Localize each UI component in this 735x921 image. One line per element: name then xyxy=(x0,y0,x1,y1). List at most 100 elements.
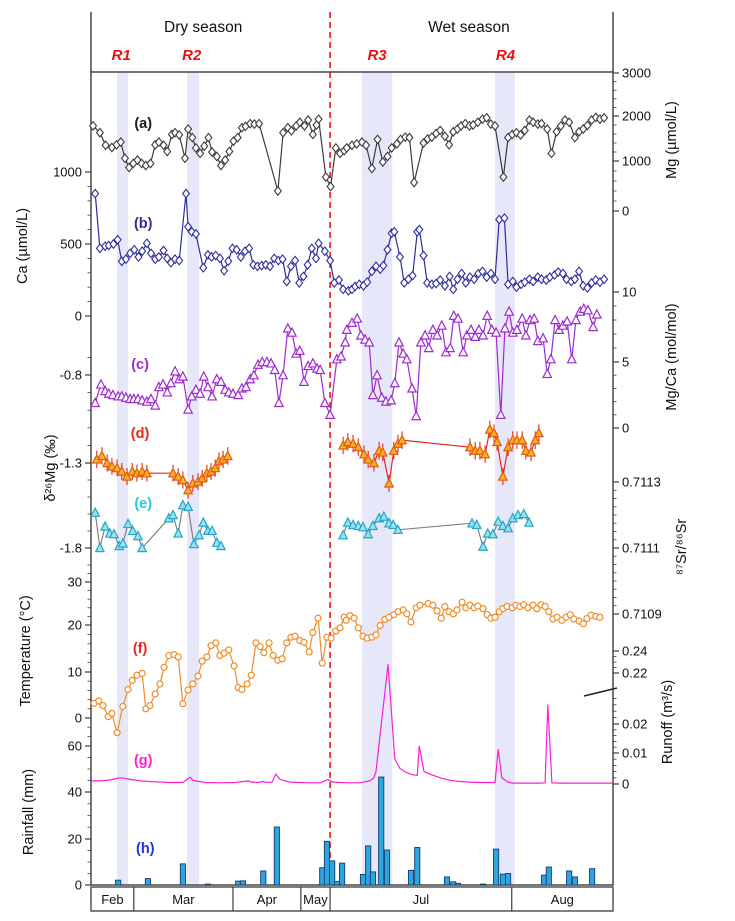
axis-title-sr: ⁸⁷Sr/⁸⁶Sr xyxy=(674,519,690,576)
rain-bar xyxy=(454,882,462,886)
tick-label-mg-3000: 3000 xyxy=(622,66,651,81)
series-c-MgCa xyxy=(89,302,602,421)
tick-label-ca-500: 500 xyxy=(60,237,82,252)
rain-bar xyxy=(359,873,367,886)
rain-bar xyxy=(204,883,211,886)
event-label-R3: R3 xyxy=(367,47,387,64)
tick-label-rain-0: 0 xyxy=(75,878,82,893)
tick-label-mgca-0: 0 xyxy=(622,421,629,436)
tick-label-d26--1.3: -1.3 xyxy=(60,456,82,471)
rain-bar xyxy=(333,881,340,886)
rain-bar xyxy=(323,840,330,886)
series-h-Rainfall xyxy=(115,776,596,886)
tick-label-d26--1.8: -1.8 xyxy=(60,541,82,556)
rain-bar xyxy=(383,849,391,886)
tick-label-mgca-10: 10 xyxy=(622,285,636,300)
axis-runoff: 0.24 0.22 0.02 0.01 0 Runoff (m³/s) xyxy=(583,644,676,792)
tick-label-temp-10: 10 xyxy=(68,665,82,680)
tick-label-runoff-0: 0 xyxy=(622,777,629,792)
event-label-R1: R1 xyxy=(112,47,131,64)
rain-bar xyxy=(369,871,376,886)
rain-bar xyxy=(479,883,487,886)
plot-frame xyxy=(90,71,614,886)
month-label-Aug: Aug xyxy=(551,892,574,907)
tick-label-rain-60: 60 xyxy=(68,739,82,754)
season-label-wet: Wet season xyxy=(428,19,510,36)
axis-temp: 30 20 10 0 Temperature (°C) xyxy=(18,573,91,737)
axis-ca: 1000 500 0 Ca (µmol/L) xyxy=(15,165,91,324)
tick-label-temp-0: 0 xyxy=(75,711,82,726)
tick-label-sr-0.7111: 0.7111 xyxy=(622,541,660,556)
rain-bar xyxy=(179,863,186,886)
series-e-87Sr86Sr xyxy=(89,499,535,553)
rain-bar xyxy=(443,876,451,886)
tick-label-runoff-0.02: 0.02 xyxy=(622,717,647,732)
season-label-dry: Dry season xyxy=(164,19,242,36)
axis-title-runoff: Runoff (m³/s) xyxy=(660,680,676,764)
panel-label-e: (e) xyxy=(134,496,152,512)
rain-bar xyxy=(566,870,573,886)
tick-label-d26--0.8: -0.8 xyxy=(60,368,82,383)
band-R3 xyxy=(361,72,393,885)
month-axis: Feb Mar Apr May Jul Aug xyxy=(90,886,614,912)
tick-label-rain-40: 40 xyxy=(68,785,82,800)
rain-bar xyxy=(505,873,512,886)
series-d-delta26Mg xyxy=(91,420,545,499)
band-R1 xyxy=(117,72,129,885)
panel-label-f: (f) xyxy=(133,641,148,657)
tick-label-mg-1000: 1000 xyxy=(622,154,651,169)
panel-label-c: (c) xyxy=(131,357,149,373)
panel-label-g: (g) xyxy=(134,753,153,769)
rain-bar xyxy=(339,862,346,886)
tick-label-temp-20: 20 xyxy=(68,618,82,633)
axis-title-mg: Mg (µmol/L) xyxy=(664,101,680,179)
tick-label-runoff-0.01: 0.01 xyxy=(622,746,647,761)
tick-label-mgca-5: 5 xyxy=(622,355,629,370)
rain-bar xyxy=(414,847,421,886)
rain-bar xyxy=(493,848,500,886)
event-label-R2: R2 xyxy=(182,47,202,64)
rain-bar xyxy=(589,868,596,886)
axis-title-d26: δ²⁶Mg (‰) xyxy=(43,434,59,501)
month-label-Jul: Jul xyxy=(413,892,430,907)
rain-bar xyxy=(407,869,415,886)
panel-label-b: (b) xyxy=(134,216,153,232)
rain-bar xyxy=(260,870,267,886)
rain-bar xyxy=(273,826,280,886)
event-label-R4: R4 xyxy=(496,47,516,64)
top-annotations: Dry season Wet season R1 R2 R3 R4 xyxy=(90,12,614,72)
series-f-Temperature xyxy=(90,598,604,737)
tick-label-temp-30: 30 xyxy=(68,575,82,590)
month-label-May: May xyxy=(303,892,328,907)
tick-label-rain-20: 20 xyxy=(68,832,82,847)
axis-sr: 0.7113 0.7111 0.7109 ⁸⁷Sr/⁸⁶Sr xyxy=(613,475,690,622)
tick-label-ca-0: 0 xyxy=(75,309,82,324)
panel-label-d: (d) xyxy=(131,426,150,442)
series-b-Ca xyxy=(91,188,609,296)
axis-mgca: 10 5 0 Mg/Ca (mol/mol) xyxy=(613,285,680,436)
axis-d26: -0.8 -1.3 -1.8 δ²⁶Mg (‰) xyxy=(43,356,91,566)
tick-label-mg-2000: 2000 xyxy=(622,109,651,124)
rain-bar xyxy=(329,860,336,886)
rain-bar xyxy=(545,866,552,886)
tick-label-sr-0.7109: 0.7109 xyxy=(622,607,662,622)
rain-bar xyxy=(499,873,506,886)
month-label-Mar: Mar xyxy=(172,892,195,907)
rain-bar xyxy=(378,776,385,886)
month-strip xyxy=(90,886,614,912)
tick-label-sr-0.7113: 0.7113 xyxy=(622,475,661,490)
rain-bar xyxy=(144,878,151,886)
tick-label-ca-1000: 1000 xyxy=(53,165,82,180)
month-label-Apr: Apr xyxy=(257,892,278,907)
panel-letter-labels: (a) (b) (c) (d) (e) (f) (g) (h) xyxy=(131,116,155,857)
rain-bar xyxy=(571,876,578,886)
rain-bar xyxy=(239,880,246,886)
tick-label-runoff-0.22: 0.22 xyxy=(622,666,647,681)
tick-label-runoff-0.24: 0.24 xyxy=(622,644,647,659)
axis-break-mark xyxy=(583,687,618,697)
axis-rain: 60 40 20 0 Rainfall (mm) xyxy=(21,739,91,893)
series-a-Mg xyxy=(88,112,609,197)
